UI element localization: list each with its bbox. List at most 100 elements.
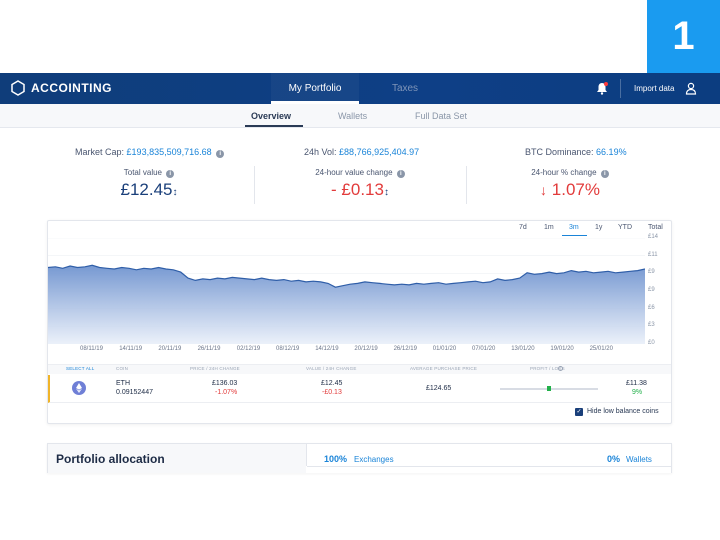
range-total[interactable]: Total (648, 224, 663, 231)
total-value: £12.45↕ (49, 180, 249, 200)
range-7d[interactable]: 7d (519, 224, 527, 231)
info-icon[interactable]: i (600, 170, 609, 178)
x-tick-label: 01/01/20 (432, 346, 457, 352)
x-tick-label: 26/11/19 (197, 346, 221, 352)
x-tick-label: 08/11/19 (80, 346, 103, 352)
info-icon[interactable]: i (216, 150, 225, 158)
btc-dominance-value: 66.19% (596, 147, 627, 157)
subtab-wallets[interactable]: Wallets (338, 111, 368, 121)
coin-amount: 0.09152447 (116, 389, 153, 396)
coin-value: £12.45 (321, 380, 343, 387)
x-tick-label: 20/12/19 (354, 346, 378, 352)
info-icon[interactable]: i (166, 170, 175, 178)
subtab-full-data-set[interactable]: Full Data Set (415, 111, 468, 121)
hide-low-balance-checkbox[interactable]: ✓ (575, 408, 583, 416)
range-ytd[interactable]: YTD (618, 224, 632, 231)
logo-hexagon-icon (11, 80, 25, 96)
x-tick-label: 20/11/19 (158, 346, 182, 352)
slide-number-badge: 1 (647, 0, 720, 73)
volume-stat: 24h Vol: £88,766,925,404.97 (304, 147, 419, 157)
pct-change-amount: 1.07% (551, 180, 600, 199)
value-change-label: 24-hour value change (315, 168, 393, 177)
price-column-header[interactable]: PRICE / 24H CHANGE (190, 366, 240, 371)
coin-column-header[interactable]: COIN (116, 366, 129, 371)
y-tick-label: £9 (648, 269, 655, 276)
range-1m[interactable]: 1m (544, 224, 554, 231)
wallets-link[interactable]: Wallets (626, 455, 652, 464)
range-3m[interactable]: 3m (569, 224, 579, 231)
brand-logo[interactable]: ACCOINTING (10, 80, 112, 96)
allocation-underline (307, 466, 671, 467)
top-navbar: ACCOINTING My Portfolio Taxes (0, 73, 720, 104)
x-tick-label: 25/01/20 (589, 346, 613, 352)
chart-line (48, 264, 645, 288)
subtab-active-indicator (245, 125, 303, 127)
btc-dominance-stat: BTC Dominance: 66.19% (525, 147, 627, 157)
exchanges-pct: 100% (324, 454, 348, 464)
range-active-indicator (562, 235, 587, 236)
select-all-button[interactable]: SELECT ALL (66, 366, 95, 371)
x-tick-label: 14/11/19 (119, 346, 143, 352)
profit-loss-value: £11.38 (626, 380, 647, 387)
tab-taxes[interactable]: Taxes (391, 83, 419, 94)
market-cap-stat: Market Cap: £193,835,509,716.68 i (75, 147, 225, 158)
exchanges-link[interactable]: Exchanges (354, 455, 394, 464)
volume-value: £88,766,925,404.97 (339, 147, 420, 157)
x-tick-label: 14/12/19 (315, 346, 339, 352)
subtab-overview[interactable]: Overview (251, 111, 292, 121)
value-column-header[interactable]: VALUE / 24H CHANGE (306, 366, 357, 371)
y-tick-label: £6 (648, 304, 655, 311)
nav-divider (620, 79, 621, 98)
portfolio-area-chart[interactable] (48, 238, 645, 344)
range-1y[interactable]: 1y (595, 224, 603, 231)
table-row[interactable] (48, 375, 671, 403)
x-tick-label: 07/01/20 (472, 346, 496, 352)
sort-arrows-icon: ↕ (383, 187, 389, 198)
ethereum-icon (72, 381, 86, 395)
hide-low-balance-label[interactable]: Hide low balance coins (587, 408, 659, 415)
tab-my-portfolio[interactable]: My Portfolio (271, 73, 359, 104)
chart-area (48, 265, 645, 344)
x-tick-label: 26/12/19 (393, 346, 417, 352)
pct-change: ↓ 1.07% (470, 180, 670, 200)
total-value-amount: £12.45 (120, 180, 173, 199)
info-icon[interactable]: i (396, 170, 405, 178)
coin-symbol: ETH (116, 380, 130, 387)
avg-price-column-header[interactable]: AVERAGE PURCHASE PRICE (410, 366, 478, 371)
market-cap-label: Market Cap: (75, 147, 125, 157)
y-tick-label: £11 (648, 251, 658, 258)
allocation-title-panel (48, 444, 306, 473)
value-change-amount: - £0.13 (331, 180, 384, 199)
allocation-divider (306, 444, 307, 466)
value-change-label-wrap: 24-hour value change i (260, 168, 460, 178)
info-icon[interactable] (558, 366, 563, 371)
allocation-title: Portfolio allocation (56, 452, 165, 466)
value-change: - £0.13↕ (260, 180, 460, 200)
brand-name: ACCOINTING (31, 81, 112, 95)
coin-value-change: -£0.13 (322, 389, 342, 396)
notification-dot (604, 82, 608, 86)
x-tick-label: 08/12/19 (276, 346, 300, 352)
import-data-button[interactable]: Import data (634, 84, 675, 93)
coin-price-change: -1.07% (215, 389, 238, 396)
y-tick-label: £9 (648, 287, 655, 293)
market-cap-value: £193,835,509,716.68 (126, 147, 212, 157)
summary-divider (466, 166, 467, 204)
profit-loss-bar-fill (547, 386, 551, 391)
profit-loss-pct: 9% (632, 389, 643, 396)
pct-change-label-wrap: 24-hour % change i (470, 168, 670, 178)
sub-navbar (0, 104, 720, 128)
avg-purchase-price: £124.65 (426, 385, 452, 392)
holdings-table-header (48, 364, 671, 374)
user-icon[interactable] (685, 82, 697, 95)
btc-dominance-label: BTC Dominance: (525, 147, 594, 157)
y-tick-label: £14 (648, 234, 659, 240)
x-tick-label: 13/01/20 (511, 346, 535, 352)
summary-divider (254, 166, 255, 204)
profit-loss-column-header[interactable]: PROFIT / LOSS (530, 366, 565, 371)
y-tick-label: £3 (648, 322, 655, 329)
pct-change-label: 24-hour % change (531, 168, 597, 177)
volume-label: 24h Vol: (304, 147, 337, 157)
y-tick-label: £0 (648, 340, 655, 346)
